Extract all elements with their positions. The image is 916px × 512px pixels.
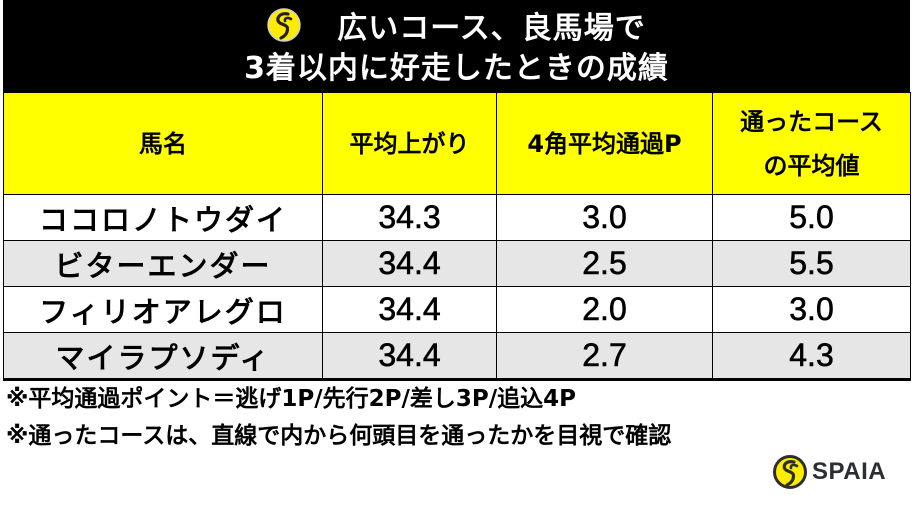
table-row: ビターエンダー 34.4 2.5 5.5 [3, 240, 911, 287]
header-course-avg-line2: の平均値 [763, 151, 860, 180]
footnotes: ※平均通過ポイント＝逃げ1P/先行2P/差し3P/追込4P ※通ったコースは、直… [6, 381, 671, 455]
header-horse-name: 馬名 [3, 92, 323, 195]
header-corner4-avg-pass: 4角平均通過P [496, 92, 713, 195]
avg-last-cell: 34.3 [322, 194, 497, 241]
avg-last-cell: 34.4 [322, 240, 497, 287]
title-line-1: 広いコース、良馬場で [3, 4, 910, 46]
corner4-avg-cell: 2.0 [496, 286, 713, 333]
course-avg-cell: 3.0 [712, 286, 911, 333]
header-avg-last-3f: 平均上がり [322, 92, 497, 195]
avg-last-cell: 34.4 [322, 332, 497, 381]
brand-name: SPAIA [812, 458, 887, 485]
results-table: 馬名 平均上がり 4角平均通過P 通ったコース の平均値 ココロノトウダイ 34… [3, 92, 911, 381]
corner4-avg-cell: 2.7 [496, 332, 713, 381]
title-line-2: 3着以内に好走したときの成績 [244, 51, 669, 86]
header-course-avg: 通ったコース の平均値 [712, 92, 911, 195]
spaia-logo-icon [773, 455, 807, 489]
footnote-passing-points: ※平均通過ポイント＝逃げ1P/先行2P/差し3P/追込4P [6, 386, 577, 412]
footer-brand: SPAIA [773, 455, 886, 489]
title-banner: 広いコース、良馬場で 3着以内に好走したときの成績 [3, 0, 910, 92]
course-avg-cell: 5.0 [712, 194, 911, 241]
table-row: フィリオアレグロ 34.4 2.0 3.0 [3, 286, 911, 333]
footnote-course-method: ※通ったコースは、直線で内から何頭目を通ったかを目視で確認 [6, 423, 672, 449]
horse-name-cell: ココロノトウダイ [3, 194, 323, 241]
horse-name-cell: フィリオアレグロ [3, 286, 323, 333]
title-text-1: 広いコース、良馬場で [337, 11, 646, 46]
avg-last-cell: 34.4 [322, 286, 497, 333]
course-avg-cell: 5.5 [712, 240, 911, 287]
header-row: 馬名 平均上がり 4角平均通過P 通ったコース の平均値 [3, 92, 911, 195]
horse-name-cell: マイラプソディ [3, 332, 323, 381]
table-row: ココロノトウダイ 34.3 3.0 5.0 [3, 194, 911, 241]
header-course-avg-line1: 通ったコース [740, 107, 883, 136]
horse-name-cell: ビターエンダー [3, 240, 323, 287]
corner4-avg-cell: 2.5 [496, 240, 713, 287]
corner4-avg-cell: 3.0 [496, 194, 713, 241]
spaia-logo-icon [267, 8, 301, 42]
course-avg-cell: 4.3 [712, 332, 911, 381]
table-row: マイラプソディ 34.4 2.7 4.3 [3, 332, 911, 381]
